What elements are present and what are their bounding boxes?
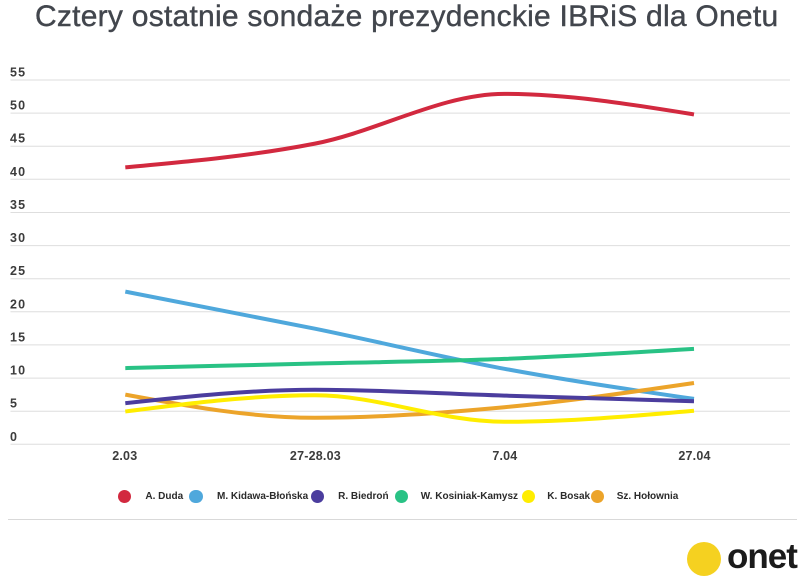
svg-text:40: 40 (10, 165, 26, 179)
svg-text:35: 35 (10, 198, 26, 212)
svg-text:5: 5 (10, 397, 18, 411)
svg-text:15: 15 (10, 330, 26, 344)
svg-text:27.04: 27.04 (678, 449, 710, 463)
svg-text:45: 45 (10, 132, 26, 146)
svg-text:25: 25 (10, 264, 26, 278)
svg-text:20: 20 (10, 297, 26, 311)
svg-text:30: 30 (10, 231, 26, 245)
svg-text:50: 50 (10, 99, 26, 113)
svg-text:7.04: 7.04 (492, 449, 517, 463)
svg-text:55: 55 (10, 66, 26, 80)
svg-text:27-28.03: 27-28.03 (290, 449, 341, 463)
svg-text:10: 10 (10, 364, 26, 378)
svg-text:0: 0 (10, 430, 18, 444)
svg-text:2.03: 2.03 (112, 449, 137, 463)
